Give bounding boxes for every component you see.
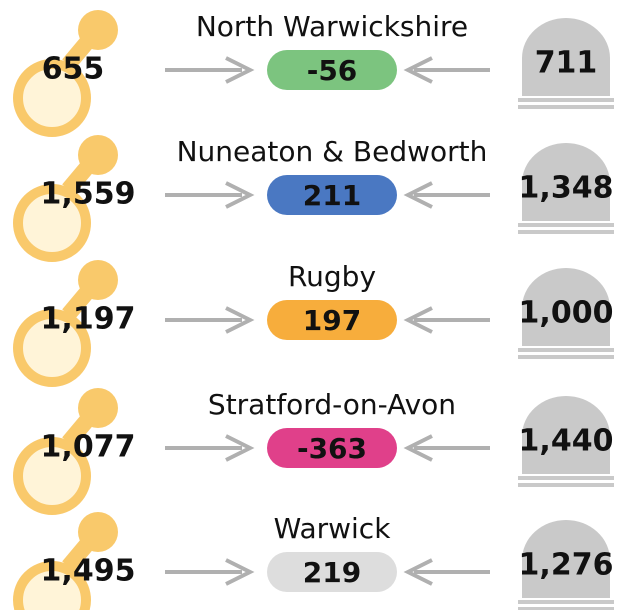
arrowhead	[403, 56, 433, 84]
tombstone-base	[518, 223, 614, 227]
births: 1,077	[41, 430, 136, 465]
arrowhead	[225, 434, 255, 462]
net-change: -363	[297, 432, 367, 465]
arrowhead	[225, 306, 255, 334]
tombstone-base	[518, 348, 614, 352]
arrowhead	[225, 558, 255, 586]
tombstone	[522, 520, 610, 598]
pacifier-handle	[78, 512, 118, 552]
area-name: Stratford-on-Avon	[208, 388, 456, 421]
tombstone-base	[518, 105, 614, 109]
pacifier-handle	[78, 260, 118, 300]
pacifier-handle	[78, 135, 118, 175]
deaths: 1,440	[519, 424, 614, 459]
net-change: 197	[303, 304, 361, 337]
arrowhead	[403, 434, 433, 462]
deaths: 1,000	[519, 296, 614, 331]
arrowhead	[225, 56, 255, 84]
area-name: Warwick	[274, 512, 392, 545]
area-name: North Warwickshire	[196, 10, 468, 43]
births: 655	[42, 52, 105, 87]
births: 1,197	[41, 302, 136, 337]
births: 1,495	[41, 554, 136, 589]
net-pill	[267, 428, 397, 468]
tombstone	[522, 268, 610, 346]
tombstone	[522, 143, 610, 221]
pacifier-ring	[13, 184, 91, 262]
pacifier-ring	[13, 561, 91, 610]
tombstone-base	[518, 600, 614, 604]
net-pill	[267, 300, 397, 340]
births: 1,559	[41, 177, 136, 212]
area-name: Rugby	[288, 260, 376, 293]
deaths: 1,348	[519, 171, 614, 206]
arrowhead	[403, 181, 433, 209]
tombstone-base	[518, 607, 614, 610]
net-pill	[267, 552, 397, 592]
tombstone-base	[518, 483, 614, 487]
deaths: 711	[535, 46, 598, 81]
area-name: Nuneaton & Bedworth	[177, 135, 488, 168]
arrowhead	[403, 558, 433, 586]
pacifier-ring	[13, 309, 91, 387]
pacifier-handle	[78, 388, 118, 428]
net-pill	[267, 50, 397, 90]
tombstone-base	[518, 476, 614, 480]
arrowhead	[225, 181, 255, 209]
net-pill	[267, 175, 397, 215]
pacifier-handle	[78, 10, 118, 50]
tombstone	[522, 396, 610, 474]
tombstone-base	[518, 98, 614, 102]
tombstone-base	[518, 355, 614, 359]
tombstone	[522, 18, 610, 96]
pacifier-ring	[13, 59, 91, 137]
net-change: -56	[307, 54, 358, 87]
pacifier-ring	[13, 437, 91, 515]
tombstone-base	[518, 230, 614, 234]
arrowhead	[403, 306, 433, 334]
deaths: 1,276	[519, 548, 614, 583]
net-change: 219	[303, 556, 361, 589]
net-change: 211	[303, 179, 361, 212]
